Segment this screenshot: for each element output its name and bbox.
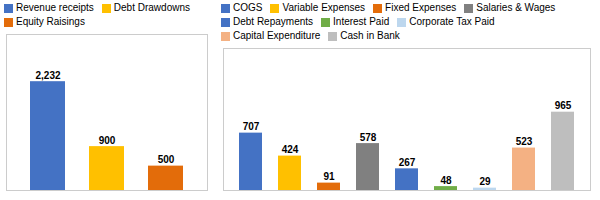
svg-text:424: 424 [282,144,299,155]
html-text:Capital Expenditure: Capital Expenditure [233,30,321,41]
html-text:Debt Repayments: Debt Repayments [233,16,313,27]
html-text:Fixed Expenses: Fixed Expenses [385,2,457,13]
html-text:Revenue receipts: Revenue receipts [16,2,94,13]
svg-text:900: 900 [99,135,116,146]
svg-text:578: 578 [360,132,377,143]
html-text:Cash in Bank: Cash in Bank [340,30,400,41]
svg-text:48: 48 [440,175,452,186]
html-text:Corporate Tax Paid: Corporate Tax Paid [409,16,495,27]
html-text:Variable Expenses: Variable Expenses [282,2,366,13]
svg-text:91: 91 [323,171,335,182]
svg-text:267: 267 [399,157,416,168]
html-text:Salaries & Wages: Salaries & Wages [476,2,556,13]
svg-text:523: 523 [516,136,533,147]
svg-text:500: 500 [158,154,175,165]
html-text:Equity Raisings: Equity Raisings [16,16,85,27]
html-text:COGS: COGS [233,2,263,13]
svg-text:2,232: 2,232 [35,70,60,81]
svg-text:29: 29 [479,176,491,187]
html-text:Debt Drawdowns: Debt Drawdowns [113,2,190,13]
svg-text:707: 707 [243,121,260,132]
svg-text:965: 965 [555,100,572,111]
html-text:Interest Paid: Interest Paid [333,16,390,27]
